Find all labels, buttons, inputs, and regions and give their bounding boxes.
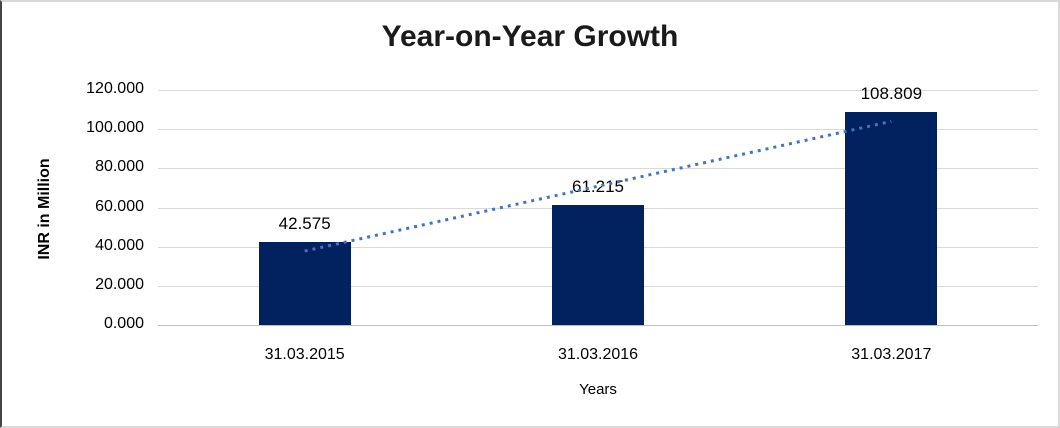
x-axis-title: Years: [579, 381, 617, 398]
x-axis-line: [158, 325, 1038, 326]
bar: [845, 111, 938, 325]
bar-value-label: 108.809: [860, 83, 923, 103]
y-tick-label: 20.000: [95, 275, 144, 293]
y-tick-label: 120.000: [86, 80, 144, 97]
y-tick-label: 40.000: [95, 236, 144, 254]
x-tick-label: 31.03.2017: [851, 346, 932, 363]
bar: [258, 241, 351, 325]
y-tick-label: 0.000: [103, 315, 144, 332]
y-tick-label: 60.000: [95, 197, 144, 215]
gridline: [158, 90, 1038, 91]
bar-value-label: 42.575: [278, 213, 331, 233]
y-tick-label: 80.000: [95, 158, 144, 176]
chart-title: Year-on-Year Growth: [381, 20, 679, 53]
bar-value-label: 61.215: [572, 177, 624, 197]
bar: [552, 205, 644, 325]
x-tick-label: 31.03.2016: [557, 346, 639, 363]
y-tick-label: 100.000: [86, 119, 144, 137]
x-tick-label: 31.03.2015: [264, 346, 345, 363]
